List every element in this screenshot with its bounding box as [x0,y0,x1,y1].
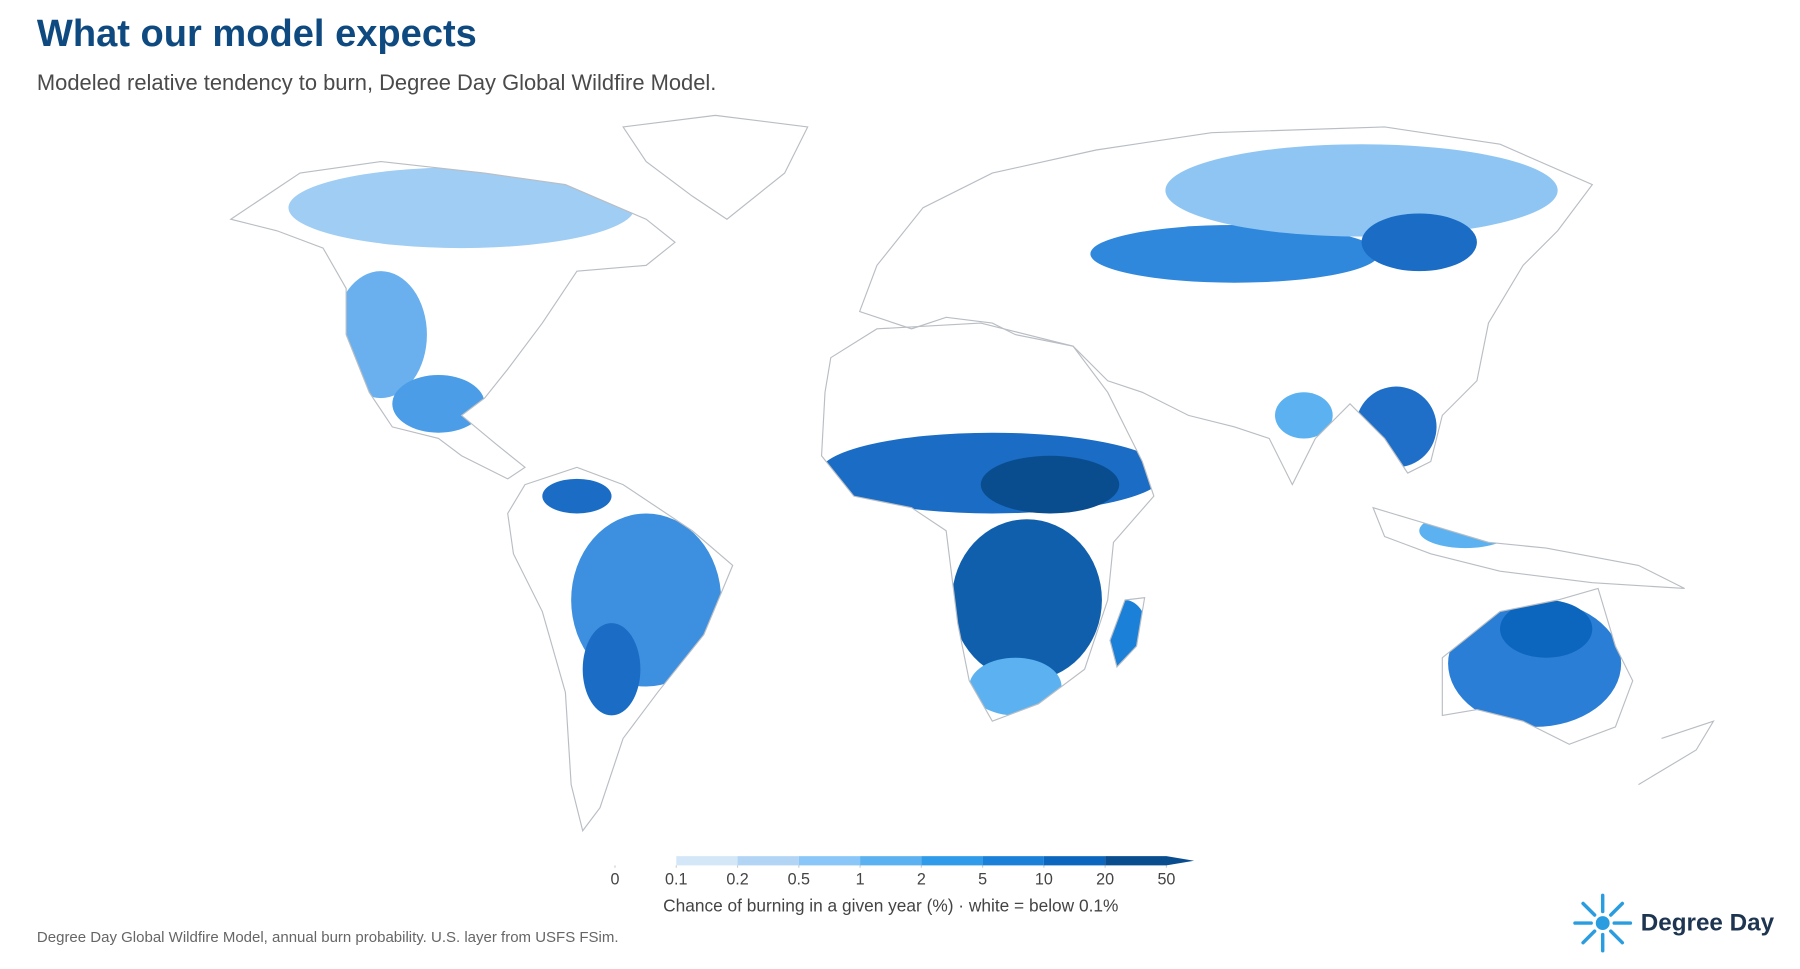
legend-bin [737,856,799,866]
coastlines [230,114,1715,832]
legend: 0 0.1 0.2 0.5 1 2 5 10 20 50 [611,856,1195,889]
legend-tick-label: 0 [611,871,620,889]
logo-text: Degree Day [1641,910,1775,937]
subtitle: Modeled relative tendency to burn, Degre… [37,70,716,95]
legend-label: Chance of burning in a given year (%) · … [663,895,1118,915]
legend-tick-label: 2 [917,871,926,889]
title: What our model expects [37,13,477,55]
source-note: Degree Day Global Wildfire Model, annual… [37,929,619,946]
legend-bin [921,856,983,866]
legend-tick-label: 0.1 [665,871,687,889]
legend-bin [1043,856,1106,866]
legend-bin [982,856,1044,866]
legend-bin [798,856,861,866]
legend-tick-label: 1 [856,871,865,889]
legend-bin [860,856,922,866]
legend-bin [1105,856,1195,866]
legend-bin [676,856,738,866]
legend-tick-label: 0.5 [788,871,810,889]
logo-icon [1573,893,1633,953]
legend-bin [615,856,677,866]
legend-tick-label: 5 [978,871,987,889]
legend-tick-label: 0.2 [726,871,748,889]
burn-map [288,144,1622,727]
legend-tick-label: 20 [1096,871,1114,889]
legend-tick-label: 50 [1157,871,1175,889]
legend-tick-label: 10 [1035,871,1053,889]
